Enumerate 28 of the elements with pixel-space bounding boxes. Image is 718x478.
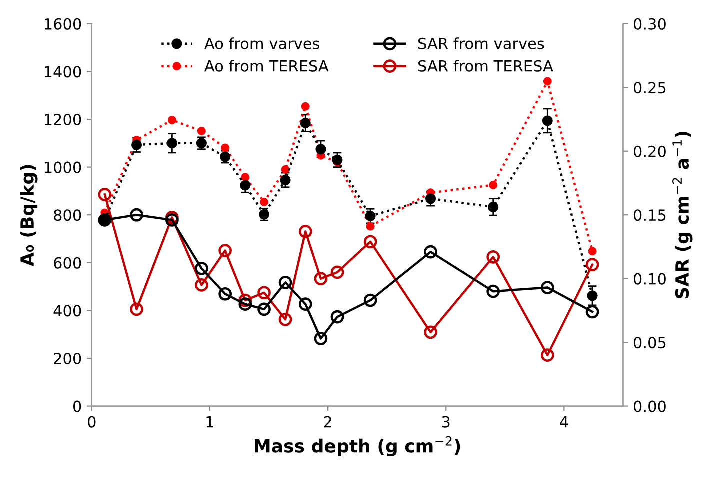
y-tick-label: 800 xyxy=(54,210,82,222)
legend-label: SAR from TERESA xyxy=(418,60,554,72)
y-tick-label: 0 xyxy=(73,400,82,412)
y2-tick-label: 0.05 xyxy=(634,337,666,349)
x-tick-label: 2 xyxy=(324,416,332,428)
x-axis-title: Mass depth (g cm$^{−2}$) xyxy=(255,436,460,457)
x-tick-label: 1 xyxy=(206,416,214,428)
y-tick-label: 1200 xyxy=(44,114,82,126)
x-tick-label: 3 xyxy=(442,416,450,428)
x-tick-label: 0 xyxy=(88,416,96,428)
y-tick-label: 600 xyxy=(54,257,82,269)
y2-tick-label: 0.15 xyxy=(634,210,666,222)
x-tick-label: 4 xyxy=(560,416,568,428)
y2-tick-label: 0.10 xyxy=(634,273,666,285)
legend-label: Ao from TERESA xyxy=(204,60,329,72)
legend-label: SAR from varves xyxy=(418,38,544,50)
y-tick-label: 1600 xyxy=(44,18,82,30)
y-tick-label: 400 xyxy=(54,305,82,317)
y-axis-title: A₀ (Bq/kg) xyxy=(20,165,38,266)
y-tick-label: 200 xyxy=(54,352,82,365)
y2-tick-label: 0.20 xyxy=(634,146,666,158)
y2-tick-label: 0.00 xyxy=(634,400,666,412)
legend-label: Ao from varves xyxy=(204,38,320,50)
y2-tick-label: 0.30 xyxy=(634,18,666,30)
y-tick-label: 1400 xyxy=(44,66,82,78)
y2-axis-title: SAR (g cm$^{−2}$ a$^{−1}$) xyxy=(672,132,693,299)
y2-tick-label: 0.25 xyxy=(634,82,666,94)
y-tick-label: 1000 xyxy=(44,162,82,174)
